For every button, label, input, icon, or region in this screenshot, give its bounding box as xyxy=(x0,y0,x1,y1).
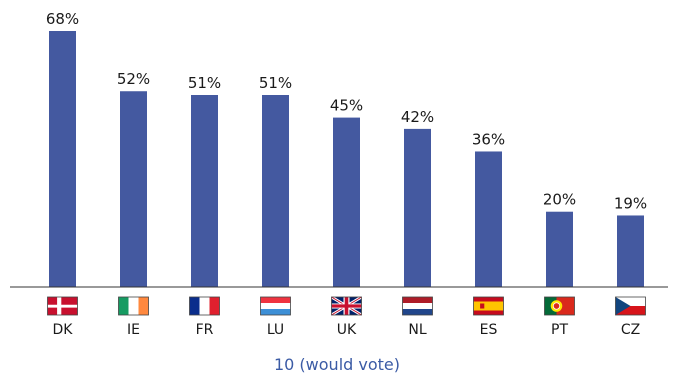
category-label-cz: CZ xyxy=(621,322,640,338)
value-label-cz: 19% xyxy=(614,194,647,212)
x-axis-label: 10 (would vote) xyxy=(273,355,400,374)
bar-pt xyxy=(546,211,573,287)
value-label-ie: 52% xyxy=(117,70,150,88)
flag-nl-icon xyxy=(402,296,433,316)
value-label-uk: 45% xyxy=(330,97,363,115)
value-labels-group: 68% 52% 51% 51% 45% 42% 36% 20% 19% xyxy=(46,10,647,212)
category-label-nl: NL xyxy=(408,322,426,338)
bar-cz xyxy=(617,215,644,287)
category-label-lu: LU xyxy=(267,322,284,338)
bar-fr xyxy=(191,95,218,287)
bar-es xyxy=(475,151,502,287)
value-label-lu: 51% xyxy=(259,74,292,92)
category-label-ie: IE xyxy=(127,322,140,338)
value-label-pt: 20% xyxy=(543,191,576,209)
category-label-dk: DK xyxy=(53,322,74,338)
flag-es-icon xyxy=(473,296,504,316)
flag-pt-icon xyxy=(544,296,575,316)
category-labels-group: DK IE FR LU UK NL ES PT CZ xyxy=(53,322,641,338)
flag-fr-icon xyxy=(189,296,220,316)
category-label-fr: FR xyxy=(196,322,214,338)
bar-uk xyxy=(333,117,360,288)
value-label-es: 36% xyxy=(472,130,505,148)
value-label-dk: 68% xyxy=(46,10,79,28)
category-label-pt: PT xyxy=(551,322,568,338)
flag-uk-icon xyxy=(330,295,363,317)
value-label-nl: 42% xyxy=(401,108,434,126)
bar-dk xyxy=(49,31,76,287)
bar-ie xyxy=(120,91,147,287)
bar-nl xyxy=(404,128,431,287)
bars-group xyxy=(49,31,644,288)
bar-lu xyxy=(262,95,289,287)
flags-group xyxy=(47,295,646,317)
flag-cz-icon xyxy=(615,296,646,316)
category-label-uk: UK xyxy=(337,322,357,338)
flag-dk-icon xyxy=(47,296,78,316)
flag-lu-icon xyxy=(260,296,291,316)
value-label-fr: 51% xyxy=(188,74,221,92)
flag-ie-icon xyxy=(118,296,149,316)
category-label-es: ES xyxy=(480,322,498,338)
